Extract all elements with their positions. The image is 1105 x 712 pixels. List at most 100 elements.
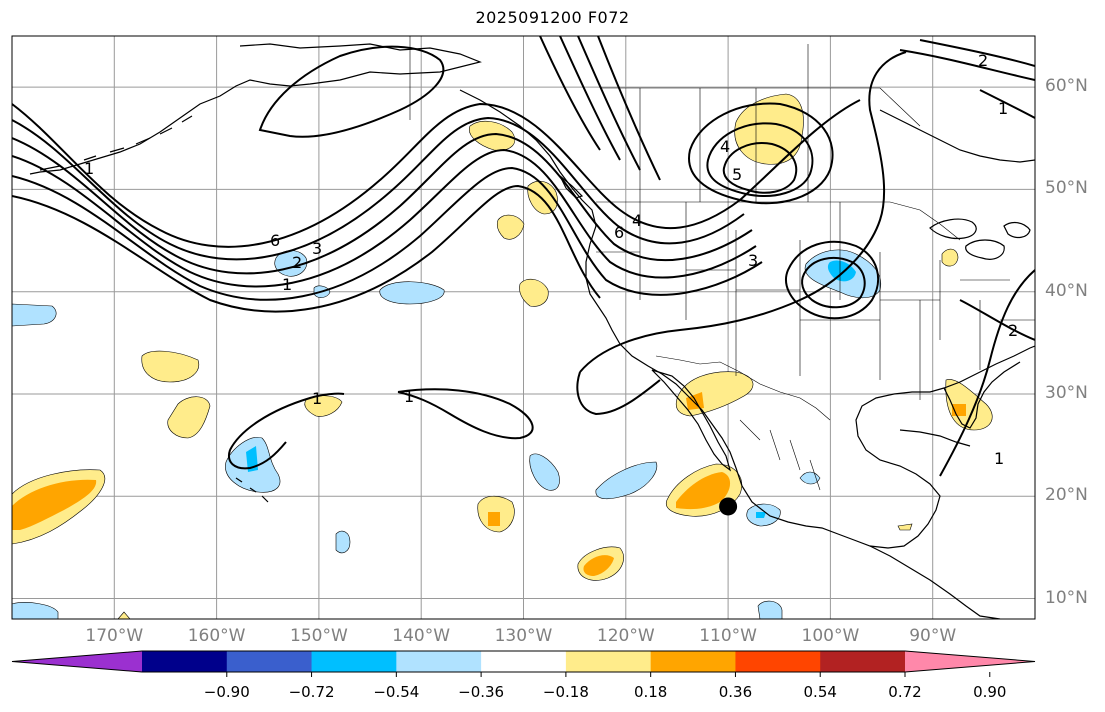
contour-label: 1 xyxy=(404,387,414,406)
colorbar-tick-label: 0.72 xyxy=(888,683,922,701)
field-negative xyxy=(595,461,658,500)
latitude-tick-label: 30°N xyxy=(1045,382,1088,403)
colorbar-extend-high xyxy=(905,651,1035,672)
latitude-tick-label: 10°N xyxy=(1045,587,1088,608)
contour-label: 3 xyxy=(312,239,322,258)
aleutian-islands xyxy=(39,115,193,171)
field-positive xyxy=(141,350,200,383)
contour-label: 1 xyxy=(312,389,322,408)
contour-labels: 1 6 2 1 3 6 4 4 5 3 1 1 2 1 2 1 xyxy=(84,51,1018,468)
border-us-mexico xyxy=(655,355,831,421)
florida-coast xyxy=(943,361,1021,429)
field-positive xyxy=(941,248,959,267)
contour-label: 4 xyxy=(720,137,730,156)
contour-label: 6 xyxy=(270,231,280,250)
latitude-tick-label: 40°N xyxy=(1045,280,1088,301)
contour-label: 3 xyxy=(748,251,758,270)
coastlines xyxy=(29,43,1035,619)
field-positive xyxy=(488,512,500,526)
contour-label: 2 xyxy=(978,51,988,70)
field-negative xyxy=(12,602,59,619)
alaska-panhandle-coast xyxy=(459,89,1035,549)
contour-line xyxy=(12,166,763,301)
border-us-canada xyxy=(596,201,961,241)
colorbar-tick-label: 0.90 xyxy=(973,683,1007,701)
field-negative xyxy=(12,303,57,327)
contour-line xyxy=(706,122,814,197)
contour-line xyxy=(258,45,445,138)
colorbar-segment xyxy=(565,651,652,672)
colorbar xyxy=(11,650,1036,677)
borders xyxy=(409,36,1035,491)
colorbar-tick-label: −0.36 xyxy=(458,683,505,701)
latitude-tick-label: 60°N xyxy=(1045,76,1088,97)
contour-label: 2 xyxy=(1008,321,1018,340)
longitude-tick-label: 170°W xyxy=(85,626,144,646)
north-america-coast xyxy=(29,43,482,175)
longitude-tick-label: 120°W xyxy=(596,626,655,646)
field-positive xyxy=(496,214,525,240)
field-positive xyxy=(583,555,614,576)
contour-line xyxy=(959,299,1035,341)
longitude-tick-label: 130°W xyxy=(494,626,553,646)
colorbar-segment xyxy=(311,651,397,672)
contour-line xyxy=(688,102,834,205)
contour-line xyxy=(12,132,753,275)
longitude-tick-label: 140°W xyxy=(392,626,451,646)
map-frame xyxy=(11,35,1036,620)
colorbar-segment xyxy=(142,651,228,672)
us-states xyxy=(596,202,1035,400)
cuba xyxy=(899,429,971,447)
storm-position-marker xyxy=(719,497,738,516)
contour-line xyxy=(397,388,534,440)
contour-line xyxy=(539,36,661,181)
contour-label: 4 xyxy=(632,211,642,230)
hudson-bay-coast xyxy=(879,109,1035,163)
latitude-tick-label: 50°N xyxy=(1045,178,1088,199)
colorbar-tick-label: 0.18 xyxy=(633,683,668,701)
longitude-tick-label: 150°W xyxy=(290,626,348,646)
colorbar-tick-label: 0.36 xyxy=(718,683,753,701)
field-negative xyxy=(756,512,766,518)
contour-line xyxy=(801,257,866,309)
colorbar-tick-label: −0.72 xyxy=(288,683,335,701)
contour-line xyxy=(939,269,1035,477)
colorbar-tick-label: −0.90 xyxy=(203,683,250,701)
field-negative xyxy=(379,281,445,305)
field-positive xyxy=(676,472,731,510)
field-positive xyxy=(527,180,558,215)
contour-line xyxy=(12,184,601,313)
colorbar-segment xyxy=(226,651,313,672)
contour-line xyxy=(12,148,757,288)
central-america-coast xyxy=(869,545,1001,619)
field-positive xyxy=(519,278,549,307)
baja-california-coast xyxy=(651,369,732,472)
colorbar-segment xyxy=(735,651,821,672)
colorbar-tick-label: −0.18 xyxy=(542,683,589,701)
field-negative xyxy=(757,600,783,619)
colorbar-tick-label: −0.54 xyxy=(373,683,420,701)
great-lakes xyxy=(929,218,1031,260)
field-positive xyxy=(12,479,97,530)
field-positive xyxy=(304,395,343,417)
contour-line xyxy=(785,240,880,320)
colorbar-segment xyxy=(820,651,906,672)
field-positive xyxy=(117,611,131,619)
contour-label: 1 xyxy=(998,99,1008,118)
longitude-tick-label: 110°W xyxy=(699,626,757,646)
colorbar-extend-low xyxy=(12,651,142,672)
longitude-tick-label: 160°W xyxy=(187,626,246,646)
longitude-tick-label: 90°W xyxy=(909,626,957,646)
field-negative xyxy=(335,530,351,554)
longitude-tick-label: 100°W xyxy=(801,626,860,646)
mexico-states xyxy=(739,419,821,491)
field-positive xyxy=(167,396,211,439)
field-positive xyxy=(897,523,913,531)
contour-label: 6 xyxy=(614,223,624,242)
colorbar-segment xyxy=(481,651,567,672)
contour-line xyxy=(576,371,661,416)
contour-label: 5 xyxy=(732,165,742,184)
colorbar-tick-label: 0.54 xyxy=(803,683,837,701)
contour-line xyxy=(12,116,745,261)
